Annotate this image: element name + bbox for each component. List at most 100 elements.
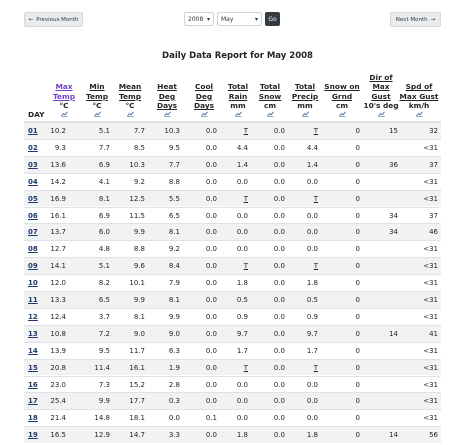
column-header-label[interactable]: Gust: [371, 91, 391, 101]
table-cell: 14.1: [50, 262, 66, 271]
table-row: 09 14.1 5.1 9.6 8.4 0.0 T 0.0 T 0 <31: [24, 257, 441, 275]
month-select[interactable]: May ▾: [217, 12, 262, 26]
day-link[interactable]: 08: [28, 245, 38, 254]
table-cell: 0: [355, 346, 360, 355]
chart-icon[interactable]: [150, 111, 184, 120]
table-cell: 9.9: [168, 312, 180, 321]
table-cell: 32: [429, 127, 438, 135]
chart-icon[interactable]: [222, 111, 254, 120]
previous-month-button[interactable]: ← Previous Month: [24, 12, 83, 27]
column-header[interactable]: Snow on Grnd cm: [322, 82, 362, 120]
column-header-unit: km/h: [408, 101, 430, 111]
day-link[interactable]: 06: [28, 211, 38, 220]
table-cell: 8.1: [168, 296, 180, 304]
go-button[interactable]: Go: [265, 12, 280, 26]
table-cell: 12.7: [50, 245, 66, 254]
day-link[interactable]: 15: [28, 363, 38, 372]
day-link[interactable]: 02: [28, 143, 38, 152]
day-link[interactable]: 19: [28, 431, 38, 440]
chart-icon[interactable]: [82, 111, 112, 120]
column-header-label[interactable]: Grnd: [331, 91, 353, 101]
year-select[interactable]: 2008 ▾: [184, 12, 214, 26]
column-header[interactable]: Total Rain mm: [222, 82, 254, 120]
column-header-label[interactable]: Dir of: [369, 72, 393, 82]
table-cell: 6.0: [98, 228, 110, 237]
table-cell: <31: [423, 312, 438, 321]
table-cell: <31: [423, 245, 438, 254]
day-link[interactable]: 11: [28, 296, 38, 304]
column-header-label[interactable]: Spd of: [405, 82, 433, 92]
column-header-label[interactable]: Total: [227, 82, 249, 92]
column-header-label[interactable]: Total: [259, 82, 281, 92]
column-header[interactable]: Mean Temp °C: [113, 82, 147, 120]
column-header-label[interactable]: Days: [156, 101, 178, 111]
day-link[interactable]: 01: [28, 127, 38, 135]
column-header-label[interactable]: Rain: [228, 91, 248, 101]
day-link[interactable]: 04: [28, 177, 38, 186]
day-link[interactable]: 16: [28, 380, 38, 389]
column-header[interactable]: Spd of Max Gust km/h: [397, 82, 441, 120]
column-header-label[interactable]: Min: [89, 82, 105, 92]
column-header-unit: cm: [263, 101, 277, 111]
day-link[interactable]: 13: [28, 329, 38, 338]
day-link[interactable]: 09: [28, 262, 38, 271]
chart-icon[interactable]: [322, 111, 362, 120]
column-header-label[interactable]: Days: [193, 101, 215, 111]
column-header[interactable]: Total Precip mm: [287, 82, 323, 120]
chart-icon[interactable]: [49, 111, 79, 120]
next-month-button[interactable]: Next Month →: [390, 12, 441, 27]
day-link[interactable]: 05: [28, 194, 38, 203]
day-link[interactable]: 07: [28, 228, 38, 237]
column-header-label[interactable]: Snow: [258, 91, 282, 101]
chart-icon[interactable]: [397, 111, 441, 120]
table-row: 05 16.9 8.1 12.5 5.5 0.0 T 0.0 T 0 <31: [24, 189, 441, 207]
table-cell: 1.9: [168, 363, 180, 372]
day-link[interactable]: 17: [28, 397, 38, 406]
day-link[interactable]: 18: [28, 414, 38, 423]
table-cell: 1.7: [236, 346, 248, 355]
table-cell: 0.1: [205, 414, 217, 423]
column-header-label[interactable]: Max: [55, 82, 73, 92]
column-header-label[interactable]: Total: [294, 82, 316, 92]
chart-icon[interactable]: [113, 111, 147, 120]
column-header[interactable]: Min Temp °C: [82, 82, 112, 120]
column-header-label[interactable]: Heat: [157, 82, 177, 92]
column-header-label[interactable]: Max Gust: [399, 91, 439, 101]
table-cell: 0.0: [205, 228, 217, 237]
table-cell: 9.6: [133, 262, 145, 271]
table-cell: 4.4: [236, 143, 248, 152]
chart-icon[interactable]: [287, 111, 323, 120]
chart-icon[interactable]: [187, 111, 221, 120]
column-header[interactable]: Max Temp °C: [49, 82, 79, 120]
table-cell: 0.0: [273, 245, 285, 254]
table-cell: 0.0: [273, 211, 285, 220]
chart-icon[interactable]: [363, 111, 399, 120]
column-header[interactable]: Total Snow cm: [254, 82, 286, 120]
column-header-label[interactable]: Temp: [52, 91, 76, 101]
column-header-label[interactable]: Cool: [194, 82, 214, 92]
day-link[interactable]: 03: [28, 160, 38, 169]
table-cell: 0.0: [205, 346, 217, 355]
column-header[interactable]: Heat Deg Days: [150, 73, 184, 120]
day-link[interactable]: 14: [28, 346, 38, 355]
table-cell: 0.0: [273, 194, 285, 203]
column-header-label[interactable]: Snow on: [324, 82, 360, 92]
column-header-label[interactable]: Temp: [85, 91, 109, 101]
column-header-label[interactable]: Temp: [118, 91, 142, 101]
column-header[interactable]: Cool Deg Days: [187, 73, 221, 120]
column-header-label[interactable]: Max: [372, 82, 390, 92]
day-link[interactable]: 10: [28, 279, 38, 288]
column-header-label[interactable]: Precip: [291, 91, 319, 101]
table-cell: 8.8: [133, 245, 145, 254]
chart-icon[interactable]: [254, 111, 286, 120]
table-cell: 0: [355, 380, 360, 389]
column-header[interactable]: Dir of Max Gust 10's deg: [363, 73, 399, 120]
table-cell: <31: [423, 296, 438, 304]
day-link[interactable]: 12: [28, 312, 38, 321]
table-cell: 0.0: [236, 380, 248, 389]
column-header-label[interactable]: Deg: [158, 91, 176, 101]
column-header-label[interactable]: Deg: [195, 91, 213, 101]
column-header-label[interactable]: Mean: [118, 82, 142, 92]
table-cell: 9.5: [98, 346, 110, 355]
table-cell: <31: [423, 346, 438, 355]
